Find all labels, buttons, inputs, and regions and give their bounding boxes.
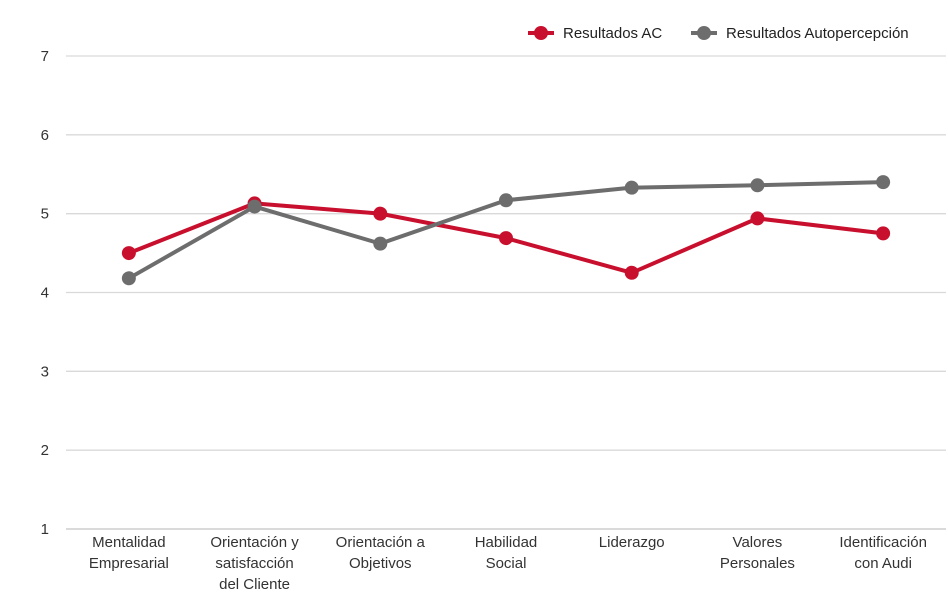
x-category-label: Identificación con Audi: [839, 534, 927, 572]
x-category-label: Orientación a Objetivos: [336, 534, 426, 572]
data-point: [876, 226, 891, 241]
data-point: [373, 206, 388, 221]
y-tick-label: 2: [41, 442, 49, 459]
data-point: [499, 231, 513, 246]
y-axis-ticks: 1 2 3 4 5 6 7: [41, 48, 49, 538]
x-category-label: Valores Personales: [720, 534, 795, 572]
legend-marker-autopercepcion: [697, 26, 711, 40]
data-point: [247, 199, 262, 214]
y-tick-label: 7: [41, 48, 49, 65]
data-point: [121, 246, 136, 261]
series-resultados-autopercepcion: [121, 175, 891, 286]
y-tick-label: 5: [41, 206, 49, 223]
legend-label-autopercepcion: Resultados Autopercepción: [726, 25, 909, 42]
legend-marker-ac: [534, 26, 548, 40]
series-resultados-ac: [121, 196, 891, 280]
data-point: [750, 178, 765, 193]
data-point: [499, 193, 513, 208]
y-tick-label: 6: [41, 127, 49, 144]
data-point: [373, 236, 388, 251]
legend-entry-autopercepcion: Resultados Autopercepción: [691, 25, 909, 42]
data-point: [624, 180, 639, 195]
x-category-label: Habilidad Social: [475, 534, 538, 572]
legend-entry-ac: Resultados AC: [528, 25, 662, 42]
y-tick-label: 3: [41, 363, 49, 380]
x-category-label: Liderazgo: [599, 534, 665, 551]
data-point: [750, 211, 765, 226]
y-tick-label: 1: [41, 521, 49, 538]
x-axis-categories: Mentalidad Empresarial Orientación y satisf…: [89, 534, 927, 593]
x-category-label: Orientación y satisfacción del Cliente: [210, 534, 299, 593]
x-category-label: Mentalidad Empresarial: [89, 534, 169, 572]
legend-label-ac: Resultados AC: [563, 25, 662, 42]
legend: Resultados AC Resultados Autopercepción: [528, 25, 909, 42]
series-lines: [121, 175, 891, 286]
data-point: [624, 265, 639, 280]
data-point: [121, 271, 136, 286]
data-point: [876, 175, 891, 190]
grid-lines: [66, 55, 946, 530]
y-tick-label: 4: [41, 285, 49, 302]
